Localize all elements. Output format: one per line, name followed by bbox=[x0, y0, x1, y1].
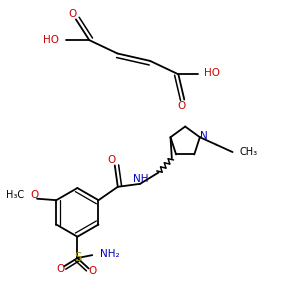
Text: H₃C: H₃C bbox=[5, 190, 24, 200]
Text: N: N bbox=[200, 131, 207, 141]
Text: NH₂: NH₂ bbox=[100, 249, 119, 259]
Text: S: S bbox=[74, 251, 81, 264]
Text: O: O bbox=[56, 264, 64, 274]
Text: HO: HO bbox=[43, 34, 59, 44]
Text: NH: NH bbox=[133, 174, 149, 184]
Text: O: O bbox=[31, 190, 39, 200]
Text: CH₃: CH₃ bbox=[240, 147, 258, 157]
Text: O: O bbox=[88, 266, 96, 276]
Text: O: O bbox=[107, 155, 116, 165]
Text: O: O bbox=[68, 9, 76, 19]
Text: HO: HO bbox=[204, 68, 220, 78]
Text: O: O bbox=[177, 101, 185, 111]
